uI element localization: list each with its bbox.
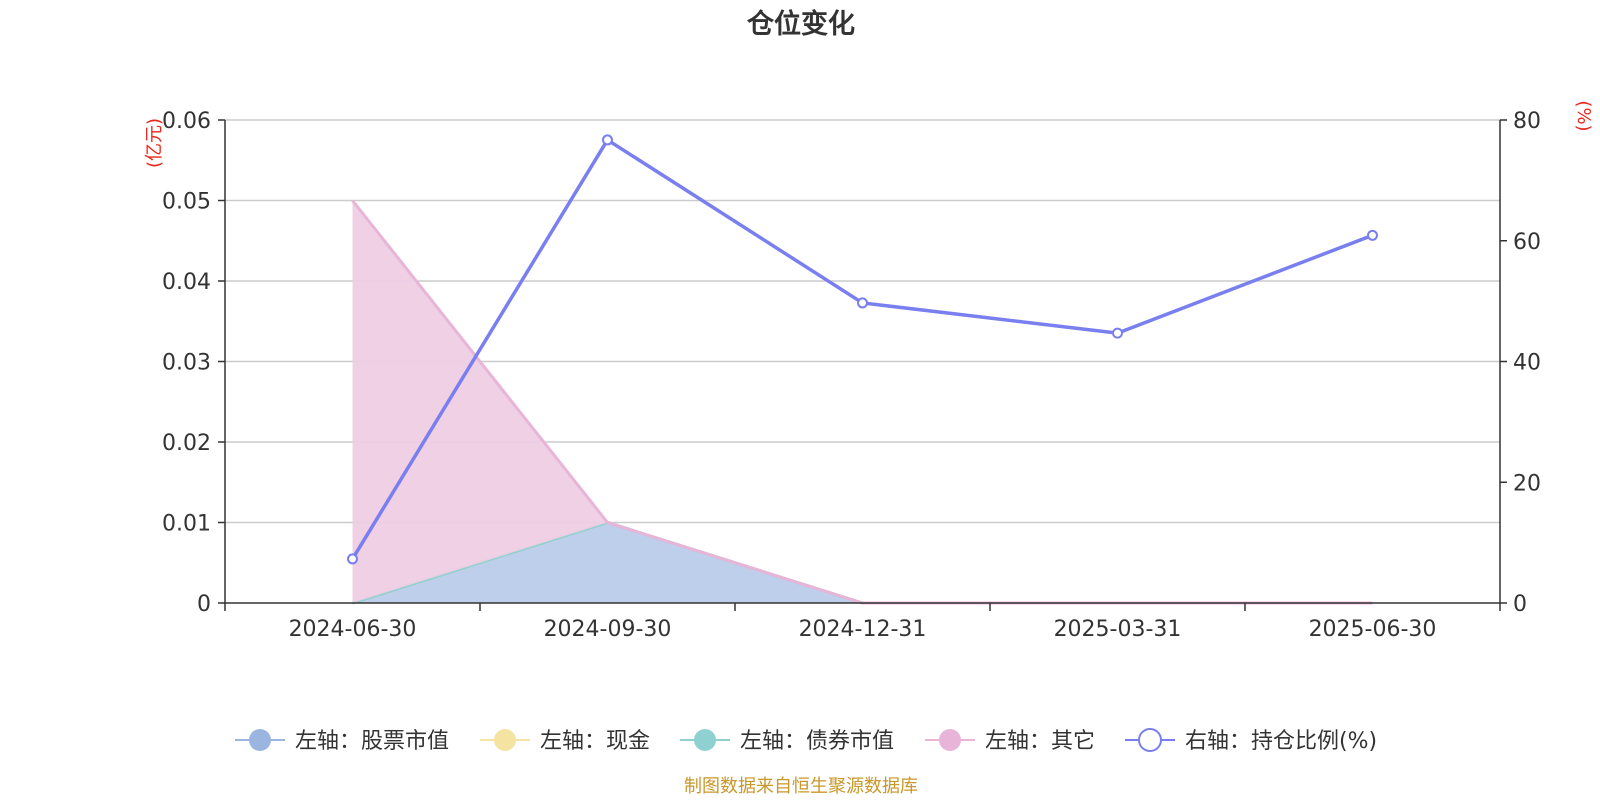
right-tick-label: 80 xyxy=(1513,109,1541,134)
legend-item: 左轴：债券市值 xyxy=(680,729,894,754)
legend-marker xyxy=(939,729,961,751)
line-series xyxy=(347,134,1378,565)
legend-item: 右轴：持仓比例(%) xyxy=(1125,728,1377,754)
left-tick-label: 0.04 xyxy=(162,270,211,295)
x-tick-label: 2025-03-31 xyxy=(1054,617,1182,642)
ratio-point xyxy=(602,134,613,146)
x-tick-label: 2024-12-31 xyxy=(799,617,927,642)
right-tick-label: 40 xyxy=(1513,351,1541,376)
legend-label: 左轴：股票市值 xyxy=(295,729,449,754)
right-axis-unit: (%) xyxy=(1573,100,1594,131)
left-tick-label: 0.02 xyxy=(162,431,211,456)
x-tick-label: 2025-06-30 xyxy=(1309,617,1437,642)
right-tick-label: 60 xyxy=(1513,230,1541,255)
area-fill xyxy=(352,522,1373,603)
legend-label: 左轴：现金 xyxy=(540,729,650,754)
left-tick-label: 0.03 xyxy=(162,351,211,376)
legend-label: 右轴：持仓比例(%) xyxy=(1185,729,1377,754)
right-tick-label: 0 xyxy=(1513,592,1527,617)
area-series xyxy=(351,199,1373,605)
x-tick-label: 2024-09-30 xyxy=(544,617,672,642)
source-note: 制图数据来自恒生聚源数据库 xyxy=(684,776,918,797)
left-tick-label: 0.06 xyxy=(162,109,211,134)
left-tick-label: 0.05 xyxy=(162,190,211,215)
legend-item: 左轴：现金 xyxy=(480,729,650,754)
legend-label: 左轴：债券市值 xyxy=(740,729,894,754)
area-fill xyxy=(352,200,1373,603)
left-axis-unit: (亿元) xyxy=(144,118,165,168)
ratio-point xyxy=(1112,327,1123,339)
legend-marker xyxy=(494,729,516,751)
legend-label: 左轴：其它 xyxy=(985,729,1095,754)
legend-marker xyxy=(1138,728,1162,752)
ratio-point xyxy=(347,553,358,565)
legend-item: 左轴：其它 xyxy=(925,729,1095,754)
left-tick-label: 0 xyxy=(197,592,211,617)
legend-marker xyxy=(694,729,716,751)
legend-marker xyxy=(249,729,271,751)
ratio-point xyxy=(857,297,868,309)
legend: 左轴：股票市值 左轴：现金 左轴：债券市值 左轴：其它 右轴：持仓比例(%) xyxy=(235,728,1377,754)
left-tick-label: 0.01 xyxy=(162,512,211,537)
legend-item: 左轴：股票市值 xyxy=(235,729,449,754)
x-tick-label: 2024-06-30 xyxy=(289,617,417,642)
ratio-point xyxy=(1367,229,1378,241)
right-tick-label: 20 xyxy=(1513,471,1541,496)
axes: 0 0.01 0.02 0.03 0.04 0.05 0.06 0 20 40 60 80 2024-0… xyxy=(162,109,1541,642)
chart-title: 仓位变化 xyxy=(746,8,855,40)
